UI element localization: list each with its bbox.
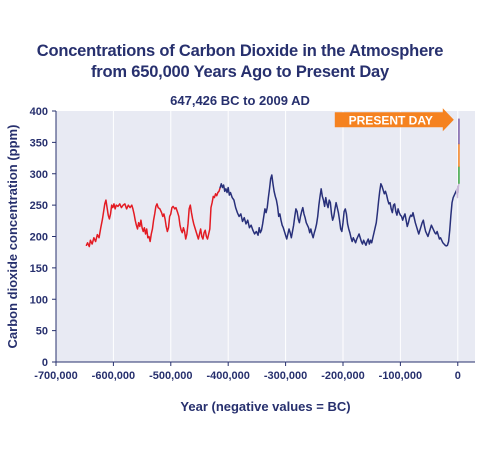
plot-area: [56, 111, 475, 362]
x-tick-label-7: 0: [455, 370, 461, 382]
y-tick-label-2: 100: [30, 294, 48, 306]
x-tick-label-2: -500,000: [149, 370, 192, 382]
present-day-arrow: [334, 108, 454, 132]
x-tick-label-5: -200,000: [321, 370, 364, 382]
x-tick-labels: -700,000 -600,000 -500,000 -400,000 -300,000…: [34, 362, 461, 382]
chart-title-line2: from 650,000 Years Ago to Present Day: [91, 63, 389, 81]
y-tick-label-4: 200: [30, 232, 48, 244]
series-line-0: [85, 186, 221, 248]
chart-title: Concentrations of Carbon Dioxide in the …: [36, 42, 444, 60]
y-axis-label: Carbon dioxide concentration (ppm): [5, 125, 20, 349]
y-tick-label-1: 50: [36, 326, 48, 338]
y-tick-labels: 0 50 100 150 200 250 300 350 400: [30, 106, 56, 369]
x-axis-label: Year (negative values = BC): [180, 399, 350, 414]
y-tick-label-5: 250: [30, 200, 48, 212]
series-line-2: [455, 182, 460, 199]
x-tick-label-0: -700,000: [34, 370, 77, 382]
series-line-1: [219, 174, 458, 247]
chart-subtitle: 647,426 BC to 2009 AD: [170, 93, 310, 108]
y-tick-label-0: 0: [42, 357, 48, 369]
x-tick-label-1: -600,000: [92, 370, 135, 382]
series-layer: [85, 118, 460, 248]
x-tick-label-4: -300,000: [264, 370, 307, 382]
x-tick-label-6: -100,000: [379, 370, 422, 382]
present-day-label: PRESENT DAY: [349, 113, 433, 127]
y-tick-label-7: 350: [30, 137, 48, 149]
x-tick-label-3: -400,000: [206, 370, 249, 382]
y-tick-label-3: 150: [30, 263, 48, 275]
y-tick-label-6: 300: [30, 169, 48, 181]
y-tick-label-8: 400: [30, 106, 48, 118]
